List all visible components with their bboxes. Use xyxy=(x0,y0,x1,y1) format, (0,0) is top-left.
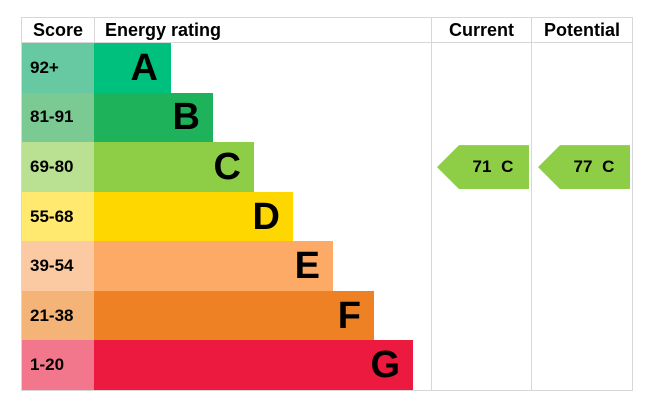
header-row: Score Energy rating Current Potential xyxy=(22,18,632,43)
band-rows: 92+ A 81-91 B 69-80 C 55-68 D 39-54 E 21… xyxy=(22,43,431,391)
band-letter: D xyxy=(252,195,280,238)
band-bar: G xyxy=(94,340,413,391)
band-bar: E xyxy=(94,241,333,291)
epc-energy-rating-chart: Score Energy rating Current Potential 92… xyxy=(21,17,633,391)
chart-body: 92+ A 81-91 B 69-80 C 55-68 D 39-54 E 21… xyxy=(22,43,632,391)
band-bar: A xyxy=(94,43,171,93)
band-letter: B xyxy=(172,96,200,139)
band-row: 69-80 C xyxy=(22,142,431,192)
potential-rating-label: 77 C xyxy=(573,157,615,177)
band-row: 21-38 F xyxy=(22,290,431,341)
band-bar: B xyxy=(94,92,213,143)
current-column-header: Current xyxy=(431,18,531,42)
energy-rating-column-header: Energy rating xyxy=(94,18,431,42)
score-column-header: Score xyxy=(32,19,84,40)
band-score-range: 81-91 xyxy=(22,92,94,143)
current-rating-label: 71 C xyxy=(472,157,514,177)
current-column: 71 C xyxy=(431,43,531,390)
band-bar: D xyxy=(94,191,293,242)
band-letter: C xyxy=(213,145,241,188)
band-bar: C xyxy=(94,142,254,192)
band-bar: F xyxy=(94,290,374,341)
current-rating-arrow: 71 C xyxy=(437,145,529,190)
potential-rating-arrow: 77 C xyxy=(538,145,630,190)
band-score-range: 1-20 xyxy=(22,340,94,391)
band-score-range: 55-68 xyxy=(22,191,94,242)
band-letter: E xyxy=(294,245,320,288)
band-score-range: 21-38 xyxy=(22,290,94,341)
band-row: 1-20 G xyxy=(22,340,431,391)
band-row: 81-91 B xyxy=(22,92,431,143)
band-letter: A xyxy=(130,46,158,89)
band-row: 92+ A xyxy=(22,43,431,93)
band-row: 55-68 D xyxy=(22,191,431,242)
band-letter: G xyxy=(370,344,400,387)
potential-column-header: Potential xyxy=(531,18,632,42)
potential-column: 77 C xyxy=(531,43,632,390)
band-score-range: 92+ xyxy=(22,43,94,93)
band-row: 39-54 E xyxy=(22,241,431,291)
band-score-range: 39-54 xyxy=(22,241,94,291)
band-score-range: 69-80 xyxy=(22,142,94,192)
band-letter: F xyxy=(337,294,361,337)
